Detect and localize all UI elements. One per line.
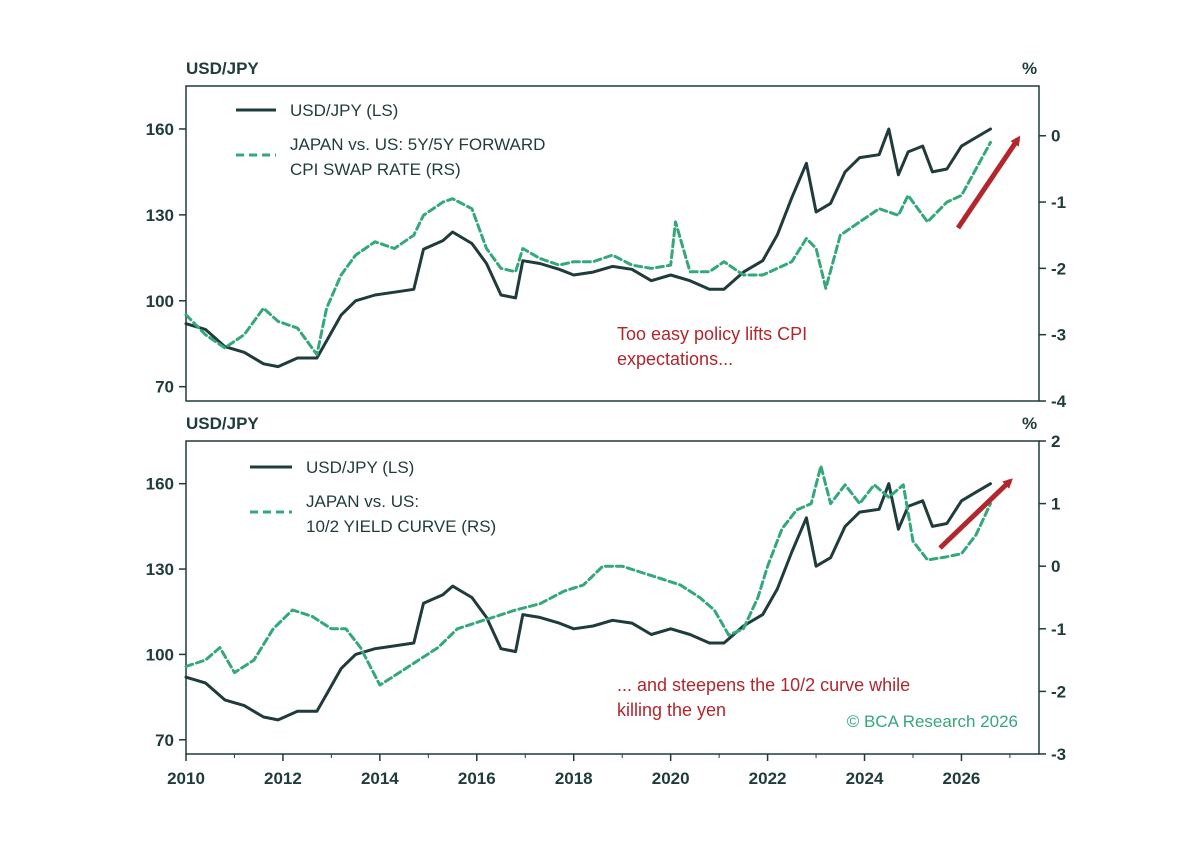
bottom-annotation-line-2: killing the yen — [617, 700, 726, 720]
bottom-series — [184, 464, 992, 722]
left-tick-label: 100 — [146, 292, 174, 311]
series-line-secondary — [184, 464, 992, 687]
left-tick-label: 160 — [146, 120, 174, 139]
series-line-usdjpy — [184, 482, 992, 722]
bottom-trend-arrow — [938, 478, 1013, 550]
series-line-secondary — [184, 140, 992, 357]
right-tick-label: -1 — [1051, 620, 1066, 639]
x-tick-label: 2020 — [652, 769, 690, 788]
left-tick-label: 160 — [146, 475, 174, 494]
right-tick-label: -2 — [1051, 682, 1066, 701]
left-tick-label: 70 — [155, 378, 174, 397]
left-tick-label: 130 — [146, 560, 174, 579]
bottom-legend: USD/JPY (LS) JAPAN vs. US: 10/2 YIELD CU… — [250, 458, 496, 536]
bottom-left-ticks: 160 130 100 70 — [146, 475, 186, 750]
top-right-axis-label: % — [1022, 59, 1037, 78]
right-tick-label: 0 — [1051, 557, 1060, 576]
right-tick-label: 1 — [1051, 495, 1060, 514]
left-tick-label: 70 — [155, 731, 174, 750]
right-tick-label: -1 — [1051, 193, 1066, 212]
top-trend-arrow — [955, 135, 1021, 230]
top-series — [184, 127, 992, 369]
right-tick-label: 2 — [1051, 432, 1060, 451]
x-tick-label: 2018 — [555, 769, 593, 788]
right-tick-label: -4 — [1051, 392, 1067, 411]
top-legend: USD/JPY (LS) JAPAN vs. US: 5Y/5Y FORWARD… — [236, 101, 545, 179]
left-tick-label: 130 — [146, 206, 174, 225]
x-tick-label: 2016 — [458, 769, 496, 788]
top-annotation-line-2: expectations... — [617, 349, 733, 369]
bottom-legend-curve-label-2: 10/2 YIELD CURVE (RS) — [306, 517, 496, 536]
x-tick-label: 2014 — [361, 769, 399, 788]
top-legend-usdjpy-label: USD/JPY (LS) — [290, 101, 398, 120]
right-tick-label: -3 — [1051, 326, 1066, 345]
top-left-ticks: 160 130 100 70 — [146, 120, 186, 397]
bottom-right-ticks: 2 1 0 -1 -2 -3 — [1039, 432, 1066, 764]
bottom-annotation-line-1: ... and steepens the 10/2 curve while — [617, 675, 910, 695]
top-legend-swap-label-2: CPI SWAP RATE (RS) — [290, 160, 461, 179]
credit-text: © BCA Research 2026 — [847, 712, 1018, 731]
bottom-legend-curve-label-1: JAPAN vs. US: — [306, 492, 419, 511]
bottom-legend-usdjpy-label: USD/JPY (LS) — [306, 458, 414, 477]
top-annotation-line-1: Too easy policy lifts CPI — [617, 324, 807, 344]
x-tick-label: 2022 — [749, 769, 787, 788]
series-line-usdjpy — [184, 127, 992, 369]
bottom-right-axis-label: % — [1022, 414, 1037, 433]
right-tick-label: -2 — [1051, 259, 1066, 278]
top-plot-frame — [185, 85, 1040, 402]
right-tick-label: 0 — [1051, 127, 1060, 146]
top-right-ticks: 0 -1 -2 -3 -4 — [1039, 127, 1067, 411]
bottom-plot-frame — [185, 440, 1040, 755]
right-tick-label: -3 — [1051, 745, 1066, 764]
x-tick-label: 2026 — [943, 769, 981, 788]
left-tick-label: 100 — [146, 645, 174, 664]
bottom-x-ticks: 2010 2012 2014 2016 2018 2020 2022 2024 2026 — [167, 754, 1011, 788]
bottom-left-axis-label: USD/JPY — [186, 414, 259, 433]
x-tick-label: 2010 — [167, 769, 205, 788]
top-panel: USD/JPY % 160 130 100 70 0 -1 -2 -3 -4 USD/JPY … — [146, 59, 1067, 411]
x-tick-label: 2012 — [264, 769, 302, 788]
bottom-panel: USD/JPY % 160 130 100 70 2 1 0 -1 -2 -3 2010 2012… — [146, 414, 1067, 788]
top-legend-swap-label-1: JAPAN vs. US: 5Y/5Y FORWARD — [290, 135, 545, 154]
top-left-axis-label: USD/JPY — [186, 59, 259, 78]
x-tick-label: 2024 — [846, 769, 884, 788]
